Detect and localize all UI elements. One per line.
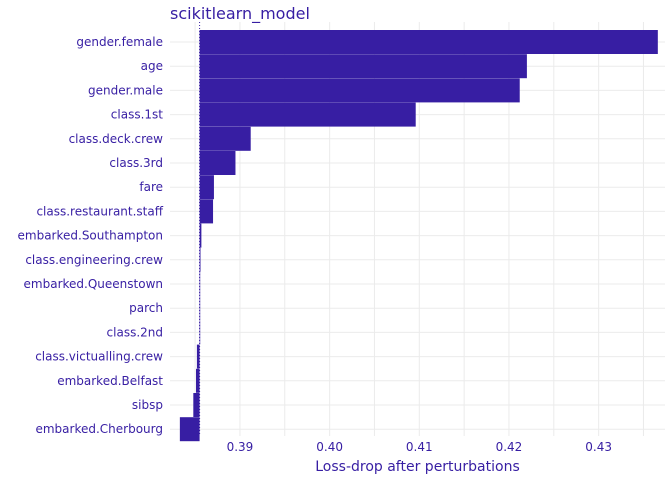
y-tick-label: class.restaurant.staff — [36, 204, 163, 218]
bar-sibsp — [193, 393, 200, 417]
y-tick-label: age — [141, 59, 163, 73]
y-tick-label: gender.female — [76, 35, 163, 49]
x-tick-label: 0.40 — [316, 440, 343, 454]
bar-class-victualling-crew — [196, 344, 200, 369]
x-tick-label: 0.41 — [406, 440, 433, 454]
y-tick-label: class.1st — [111, 108, 163, 122]
y-tick-label: gender.male — [88, 83, 163, 97]
bars — [179, 22, 658, 442]
bar-parch — [199, 296, 201, 321]
y-tick-label: class.deck.crew — [69, 132, 164, 146]
y-tick-label: embarked.Southampton — [18, 229, 164, 243]
bar-embarked-southampton — [199, 223, 202, 248]
x-axis-tick-labels: 0.39 0.40 0.41 0.42 0.43 — [227, 440, 612, 454]
bar-class-restaurant-staff — [199, 199, 214, 224]
y-tick-label: class.victualling.crew — [35, 350, 163, 364]
y-tick-label: embarked.Cherbourg — [35, 422, 163, 436]
bar-fare — [199, 175, 214, 200]
x-tick-label: 0.39 — [227, 440, 254, 454]
x-axis-label: Loss-drop after perturbations — [315, 459, 520, 475]
bar-class-2nd — [199, 320, 201, 345]
y-tick-label: class.2nd — [107, 325, 163, 339]
y-tick-label: embarked.Belfast — [57, 374, 163, 388]
y-tick-label: sibsp — [132, 398, 163, 412]
y-tick-label: fare — [139, 180, 163, 194]
x-tick-label: 0.43 — [585, 440, 612, 454]
bar-age — [199, 54, 527, 79]
y-tick-label: embarked.Queenstown — [24, 277, 163, 291]
bar-class-1st — [199, 102, 416, 127]
bar-gender-male — [199, 78, 520, 103]
bar-embarked-belfast — [196, 368, 200, 393]
y-tick-label: parch — [129, 301, 163, 315]
chart-title: scikitlearn_model — [170, 4, 310, 24]
bar-class-deck-crew — [199, 126, 251, 151]
x-tick-label: 0.42 — [496, 440, 523, 454]
bar-gender-female — [199, 30, 658, 54]
y-tick-label: class.engineering.crew — [25, 253, 163, 267]
y-tick-label: class.3rd — [109, 156, 163, 170]
bar-class-3rd — [199, 151, 236, 175]
y-axis-tick-labels: gender.female age gender.male class.1st clas… — [18, 35, 164, 436]
bar-embarked-cherbourg — [179, 417, 200, 442]
